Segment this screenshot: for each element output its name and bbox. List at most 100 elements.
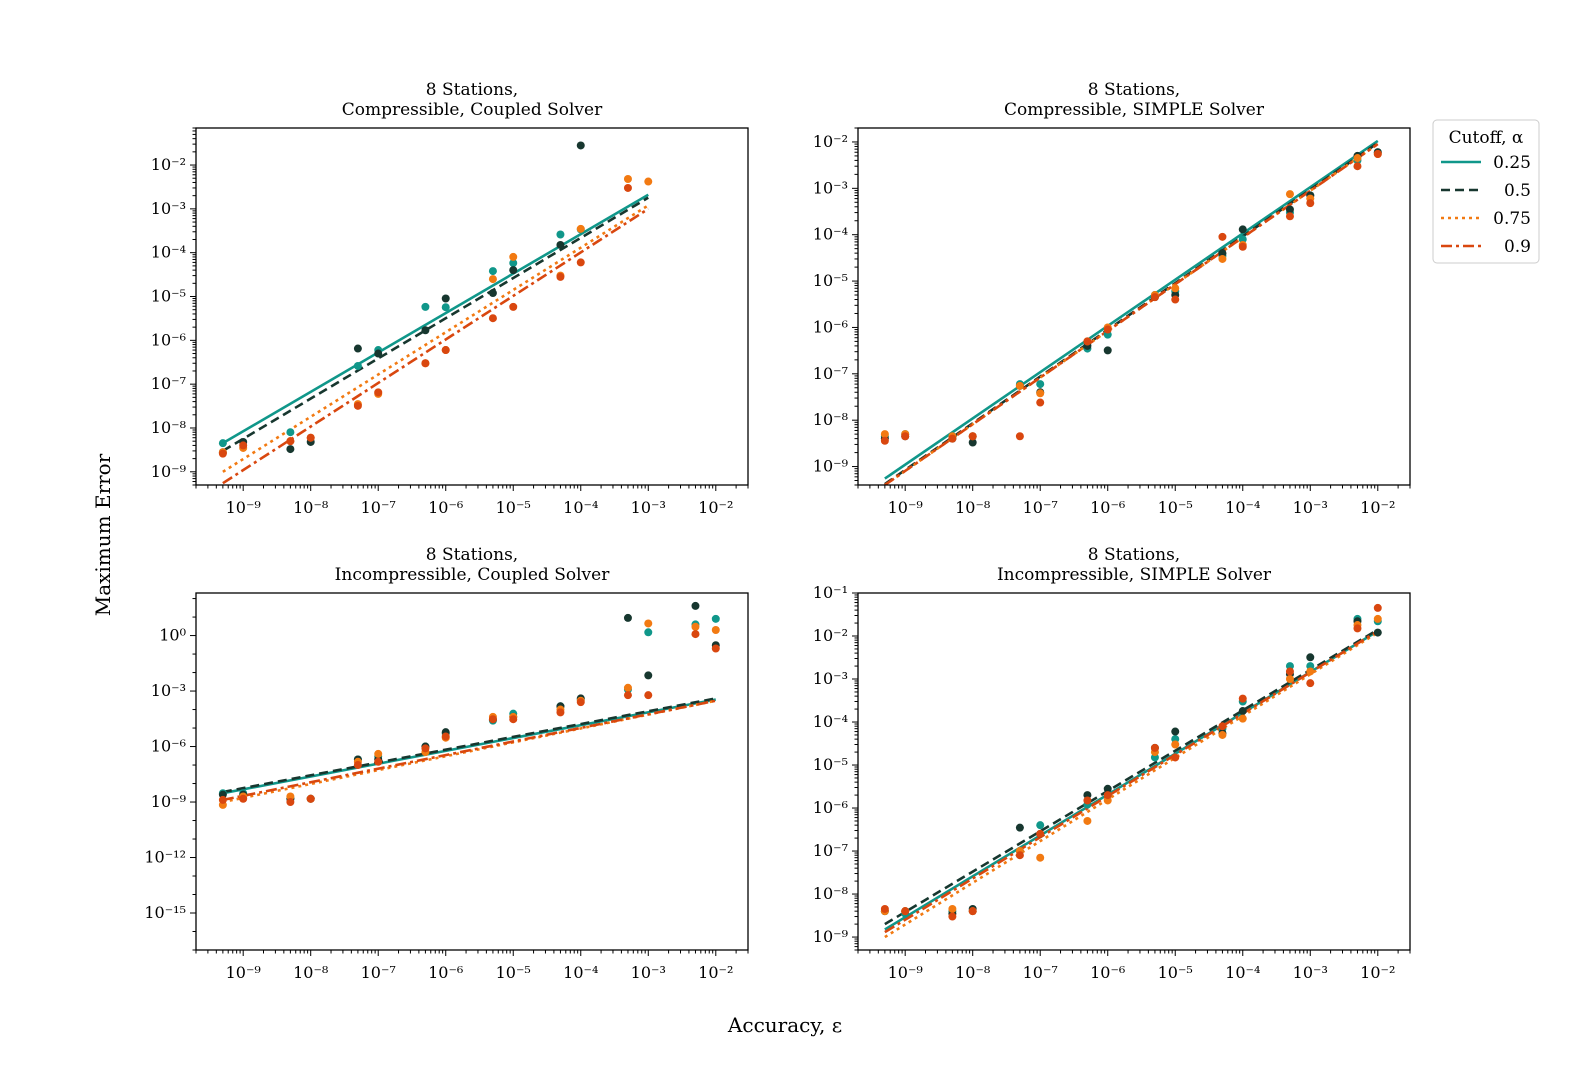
y-tick-label: 10⁻⁶ xyxy=(151,330,186,349)
y-tick-label: 10⁻⁹ xyxy=(151,792,187,811)
y-tick-label: 10⁻⁷ xyxy=(813,364,848,383)
data-point-0.9 xyxy=(1218,722,1227,731)
data-point-0.9 xyxy=(948,912,957,921)
data-point-0.75 xyxy=(576,224,585,233)
data-point-0.9 xyxy=(1036,398,1045,407)
data-point-0.5 xyxy=(691,601,700,610)
data-point-0.9 xyxy=(353,401,362,410)
y-tick-label: 10⁻³ xyxy=(813,178,848,197)
legend-label-0.5: 0.5 xyxy=(1504,181,1531,201)
data-point-0.75 xyxy=(488,275,497,284)
x-tick-label: 10⁻⁹ xyxy=(226,963,262,982)
panel-3: 8 Stations,Incompressible, Coupled Solve… xyxy=(144,545,749,982)
data-point-0.9 xyxy=(644,691,653,700)
data-point-0.25 xyxy=(218,439,227,448)
x-tick-label: 10⁻⁵ xyxy=(496,963,531,982)
data-point-0.9 xyxy=(509,302,518,311)
x-tick-label: 10⁻⁸ xyxy=(293,963,328,982)
panel-frame xyxy=(195,592,749,951)
data-point-0.9 xyxy=(441,346,450,355)
data-point-0.75 xyxy=(1218,730,1227,739)
y-tick-label: 10⁻¹⁵ xyxy=(144,903,186,922)
data-point-0.9 xyxy=(1150,293,1159,302)
x-tick-label: 10⁻⁸ xyxy=(955,498,990,517)
data-point-0.75 xyxy=(623,683,632,692)
data-point-0.5 xyxy=(488,289,497,298)
data-point-0.9 xyxy=(441,732,450,741)
data-point-0.9 xyxy=(556,272,565,281)
data-point-0.5 xyxy=(441,294,450,303)
data-point-0.5 xyxy=(968,438,977,447)
x-tick-label: 10⁻³ xyxy=(631,498,666,517)
x-tick-label: 10⁻² xyxy=(1360,963,1395,982)
data-point-0.9 xyxy=(880,904,889,913)
data-point-0.9 xyxy=(1083,796,1092,805)
data-point-0.9 xyxy=(576,258,585,267)
data-point-0.9 xyxy=(1083,337,1092,346)
fit-line-0.5 xyxy=(884,628,1379,926)
y-tick-label: 10⁻⁸ xyxy=(813,884,848,903)
data-point-0.5 xyxy=(421,326,430,335)
data-point-0.9 xyxy=(901,907,910,916)
fit-line-0.25 xyxy=(222,698,717,795)
x-tick-label: 10⁻⁷ xyxy=(361,498,396,517)
data-point-0.9 xyxy=(218,449,227,458)
data-point-0.25 xyxy=(1036,380,1045,389)
x-tick-label: 10⁻⁴ xyxy=(1225,498,1260,517)
y-tick-label: 10⁻¹² xyxy=(144,848,186,867)
y-tick-label: 10⁻⁵ xyxy=(813,271,848,290)
y-tick-label: 10⁻⁶ xyxy=(151,737,186,756)
data-point-0.5 xyxy=(1373,628,1382,637)
panel-frame xyxy=(857,127,1411,486)
data-point-0.75 xyxy=(374,749,383,758)
data-point-0.5 xyxy=(1103,784,1112,793)
data-point-0.75 xyxy=(880,430,889,439)
data-point-0.75 xyxy=(644,619,653,628)
data-point-0.75 xyxy=(644,177,653,186)
data-point-0.5 xyxy=(623,613,632,622)
data-point-0.75 xyxy=(1015,381,1024,390)
data-point-0.5 xyxy=(576,141,585,150)
panel-4: 8 Stations,Incompressible, SIMPLE Solver… xyxy=(813,545,1411,982)
data-point-0.9 xyxy=(691,630,700,639)
data-point-0.75 xyxy=(1218,254,1227,263)
data-point-0.9 xyxy=(623,691,632,700)
data-point-0.75 xyxy=(1238,714,1247,723)
panel-frame xyxy=(195,127,749,486)
data-point-0.25 xyxy=(488,267,497,276)
data-point-0.9 xyxy=(421,744,430,753)
data-point-0.9 xyxy=(968,432,977,441)
x-tick-label: 10⁻³ xyxy=(631,963,666,982)
fit-line-0.9 xyxy=(222,699,717,802)
data-point-0.9 xyxy=(306,433,315,442)
panel-1: 8 Stations,Compressible, Coupled Solver 1… xyxy=(151,80,749,517)
x-tick-label: 10⁻² xyxy=(698,498,733,517)
x-tick-label: 10⁻⁷ xyxy=(1023,498,1058,517)
data-point-0.25 xyxy=(1036,821,1045,830)
data-point-0.9 xyxy=(968,907,977,916)
data-point-0.5 xyxy=(286,445,295,454)
data-point-0.5 xyxy=(509,266,518,275)
data-point-0.9 xyxy=(1353,624,1362,633)
data-point-0.75 xyxy=(286,792,295,801)
data-point-0.9 xyxy=(1238,694,1247,703)
data-point-0.9 xyxy=(421,359,430,368)
y-tick-label: 10⁻⁴ xyxy=(151,243,186,262)
data-point-0.25 xyxy=(711,614,720,623)
data-point-0.9 xyxy=(239,794,248,803)
data-point-0.9 xyxy=(488,314,497,323)
x-tick-label: 10⁻³ xyxy=(1293,498,1328,517)
data-point-0.5 xyxy=(644,671,653,680)
data-point-0.5 xyxy=(556,240,565,249)
x-tick-label: 10⁻² xyxy=(698,963,733,982)
data-point-0.25 xyxy=(509,259,518,268)
x-tick-label: 10⁻⁴ xyxy=(1225,963,1260,982)
x-tick-label: 10⁻⁶ xyxy=(1090,963,1125,982)
y-tick-label: 10⁻⁹ xyxy=(813,927,849,946)
x-tick-label: 10⁻⁸ xyxy=(955,963,990,982)
data-point-0.9 xyxy=(1373,603,1382,612)
panel-title-line1: 8 Stations, xyxy=(1088,545,1180,565)
y-tick-label: 10⁻³ xyxy=(151,681,186,700)
data-point-0.9 xyxy=(353,761,362,770)
data-point-0.9 xyxy=(488,715,497,724)
